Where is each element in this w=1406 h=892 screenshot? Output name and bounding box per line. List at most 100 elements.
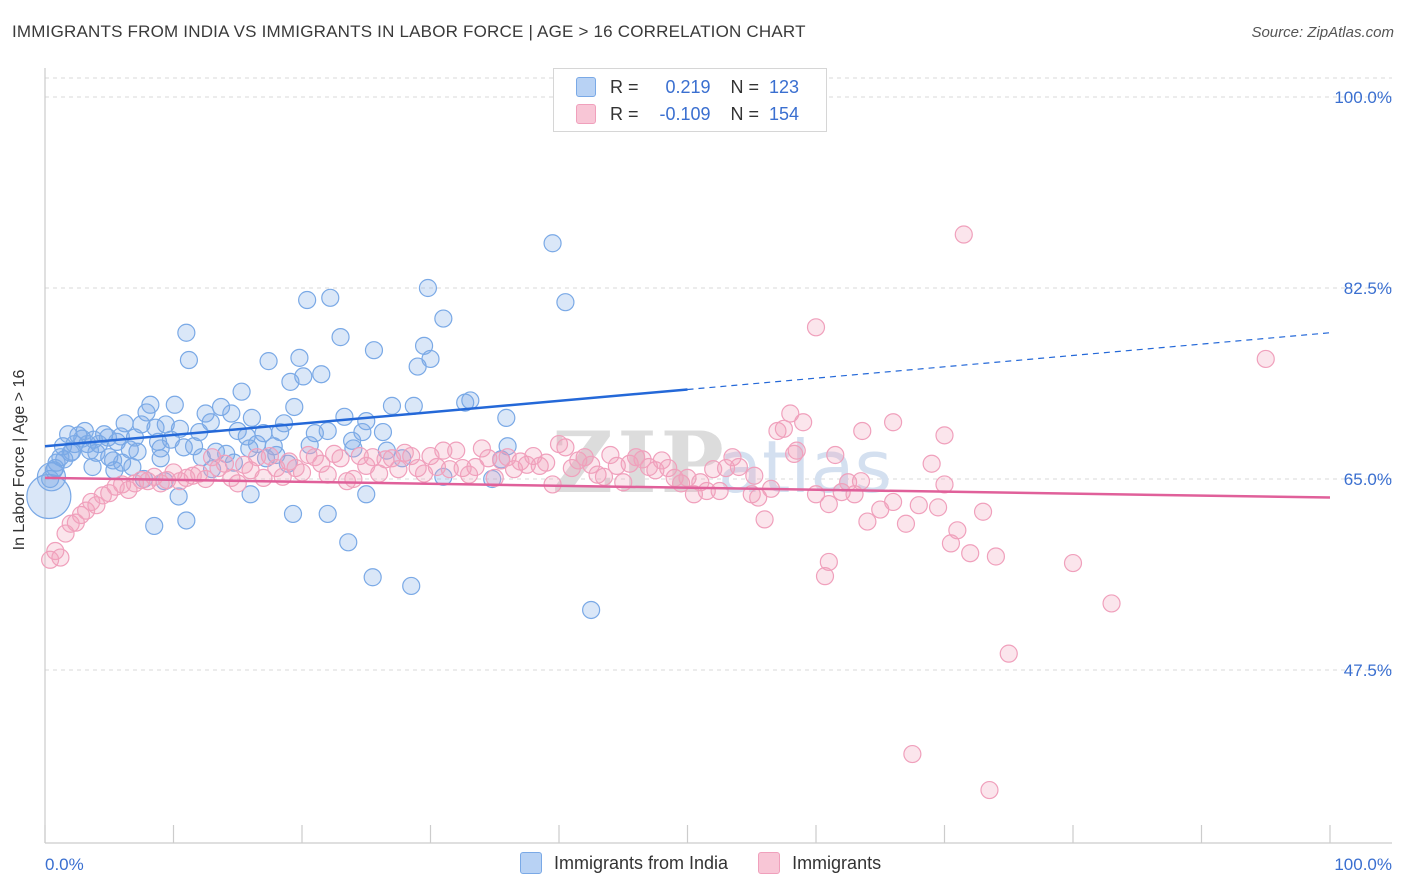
bottom-legend: Immigrants from India Immigrants [520,852,911,874]
immigrants-point [453,458,472,478]
legend-swatch-immigrants [576,104,596,124]
india-point [62,442,82,461]
india-point [321,288,340,307]
immigrants-point [447,441,466,460]
immigrants-point [826,445,845,465]
immigrants-point [601,445,620,465]
india-point [418,278,438,298]
immigrants-point [903,744,922,764]
india-point [55,450,74,469]
immigrants-point [774,419,793,438]
immigrants-point [87,496,106,515]
immigrants-point [928,498,948,517]
legend-n-value-immigrants: 154 [769,103,800,124]
immigrants-point [556,438,575,457]
immigrants-point [986,547,1006,566]
immigrants-point [1063,553,1083,573]
immigrants-point [941,534,961,553]
india-point [318,421,337,441]
india-trend-line [44,388,688,448]
india-point [339,533,358,552]
india-point [169,487,188,506]
india-point [357,412,376,431]
immigrants-point [614,473,633,492]
india-point [335,407,354,426]
source-label: Source: ZipAtlas.com [1251,24,1394,41]
immigrants-point [633,450,652,469]
india-point [201,413,220,432]
legend-row-india: R = 0.219 N = 123 [576,75,799,99]
tick-labels: 47.5% 65.0% 82.5% 100.0% 0.0% 100.0% [45,88,1392,874]
y-tick-label: 65.0% [1344,470,1392,489]
india-point [461,391,480,410]
india-point [98,428,118,447]
india-point [151,449,170,468]
immigrants-point [247,448,267,467]
india-point [543,234,562,253]
immigrants-point [331,449,350,468]
india-point [294,367,313,386]
legend-r-value-immigrants: -0.109 [659,103,711,124]
india-point [363,568,382,587]
immigrants-point [883,413,903,432]
immigrants-point [350,446,369,466]
legend-r-value-india: 0.219 [665,76,711,97]
india-trend-projection [687,332,1331,391]
immigrants-point [704,460,723,479]
india-point [357,485,376,504]
india-point [285,397,304,417]
immigrants-point [819,495,838,514]
y-tick-label: 100.0% [1334,88,1392,107]
legend-n-label: N = [730,76,760,97]
india-point [298,290,317,310]
chart-title: IMMIGRANTS FROM INDIA VS IMMIGRANTS IN L… [12,22,806,41]
india-point [274,414,294,433]
immigrants-point [312,454,331,473]
legend-r-label: R = [610,103,639,124]
india-point [112,453,132,472]
india-point [434,467,453,486]
india-point [128,442,147,461]
india-point [344,439,363,458]
immigrants-point [575,448,594,467]
india-point [353,422,372,442]
immigrants-point [781,404,800,423]
immigrants-point [716,458,736,478]
immigrants-point [472,439,491,458]
immigrants-point [935,475,954,494]
india-point [83,457,102,477]
india-point [271,422,290,442]
immigrants-point [51,548,70,567]
immigrants-point [440,460,459,479]
india-point [556,293,575,312]
legend-r-label: R = [610,76,639,97]
india-point [582,600,601,620]
immigrants-point [815,567,835,586]
grid [45,77,1392,671]
india-point [145,516,164,536]
india-point [222,404,241,423]
india-point [364,341,384,360]
immigrants-point [344,469,363,489]
immigrants-point [434,441,453,460]
immigrants-trend-line [44,476,1331,499]
india-point [497,408,516,427]
india-point [373,422,393,442]
immigrants-point [853,421,872,441]
correlation-legend: R = 0.219 N = 123 R = -0.109 N = 154 [553,68,827,132]
india-point [115,414,134,433]
immigrants-point [935,426,954,445]
bottom-legend-swatch-india [520,852,542,874]
immigrants-point [582,455,601,474]
trend-lines [44,332,1331,499]
immigrants-point [973,502,993,521]
immigrants-point [858,512,877,531]
immigrants-point [100,484,119,503]
x-tick-label-min: 0.0% [45,855,84,874]
immigrants-point [652,451,671,470]
immigrants-point [1256,349,1275,369]
india-point [421,349,440,369]
x-tick-label-max: 100.0% [1334,855,1392,874]
bottom-legend-item-immigrants: Immigrants [758,852,881,874]
immigrants-point [228,474,247,493]
